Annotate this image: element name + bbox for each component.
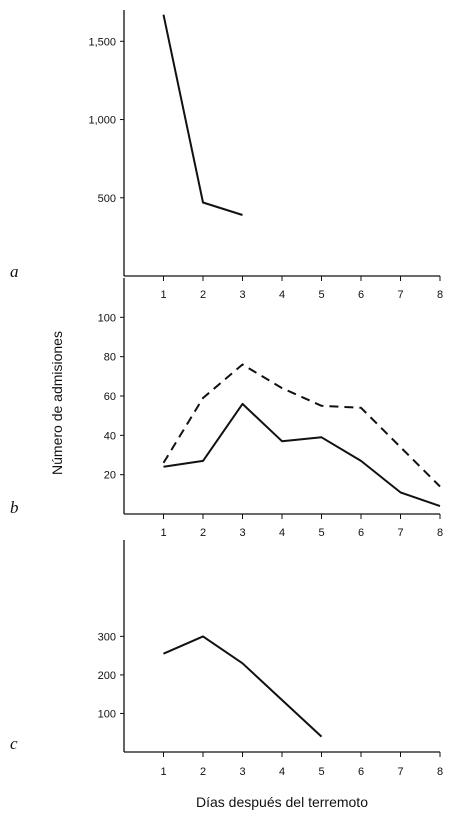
x-tick-label: 4	[279, 766, 285, 778]
panel-letter: b	[10, 498, 19, 517]
x-tick-label: 4	[279, 289, 285, 301]
panel-letter: a	[10, 262, 19, 281]
x-tick-label: 8	[437, 289, 443, 301]
x-axis-title: Días después del terremoto	[196, 794, 368, 810]
x-tick-label: 8	[437, 766, 443, 778]
x-tick-label: 5	[318, 289, 324, 301]
panel-letter: c	[10, 734, 18, 753]
panel-c: 100 200 300 1 2 3 4 5 6 7 8 c	[10, 540, 443, 778]
y-axis-title: Número de admisiones	[49, 331, 65, 475]
series-line-solid	[162, 14, 243, 216]
panel-a: 500 1,000 1,500 1 2 3 4 5 6 7 8 a	[10, 10, 443, 301]
y-tick-label: 200	[98, 670, 116, 682]
x-tick-label: 7	[397, 289, 403, 301]
x-tick-label: 1	[160, 766, 166, 778]
x-tick-label: 2	[200, 527, 206, 539]
series-line-solid	[163, 635, 323, 738]
x-tick-label: 2	[200, 766, 206, 778]
y-tick-label: 100	[98, 312, 116, 324]
x-tick-label: 5	[318, 527, 324, 539]
x-tick-label: 3	[239, 289, 245, 301]
x-tick-label: 7	[397, 766, 403, 778]
series-line-solid	[163, 402, 441, 508]
x-tick-label: 1	[160, 289, 166, 301]
x-tick-label: 1	[160, 527, 166, 539]
x-tick-label: 7	[397, 527, 403, 539]
x-tick-label: 3	[239, 527, 245, 539]
x-tick-label: 5	[318, 766, 324, 778]
x-tick-label: 4	[279, 527, 285, 539]
panel-b: 20 40 60 80 100 1 2 3 4 5 6 7 8 b	[10, 278, 443, 539]
x-tick-label: 6	[358, 527, 364, 539]
x-tick-label: 3	[239, 766, 245, 778]
y-tick-label: 40	[104, 430, 116, 442]
x-tick-label: 2	[200, 289, 206, 301]
y-tick-label: 500	[98, 193, 116, 205]
y-tick-label: 20	[104, 470, 116, 482]
y-tick-label: 60	[104, 391, 116, 403]
y-tick-label: 1,500	[88, 36, 116, 48]
y-tick-label: 80	[104, 352, 116, 364]
y-tick-label: 1,000	[88, 115, 116, 127]
x-tick-label: 6	[358, 766, 364, 778]
series-line-dashed	[162, 363, 441, 488]
x-tick-label: 6	[358, 289, 364, 301]
x-tick-label: 8	[437, 527, 443, 539]
y-tick-label: 100	[98, 708, 116, 720]
y-tick-label: 300	[98, 631, 116, 643]
